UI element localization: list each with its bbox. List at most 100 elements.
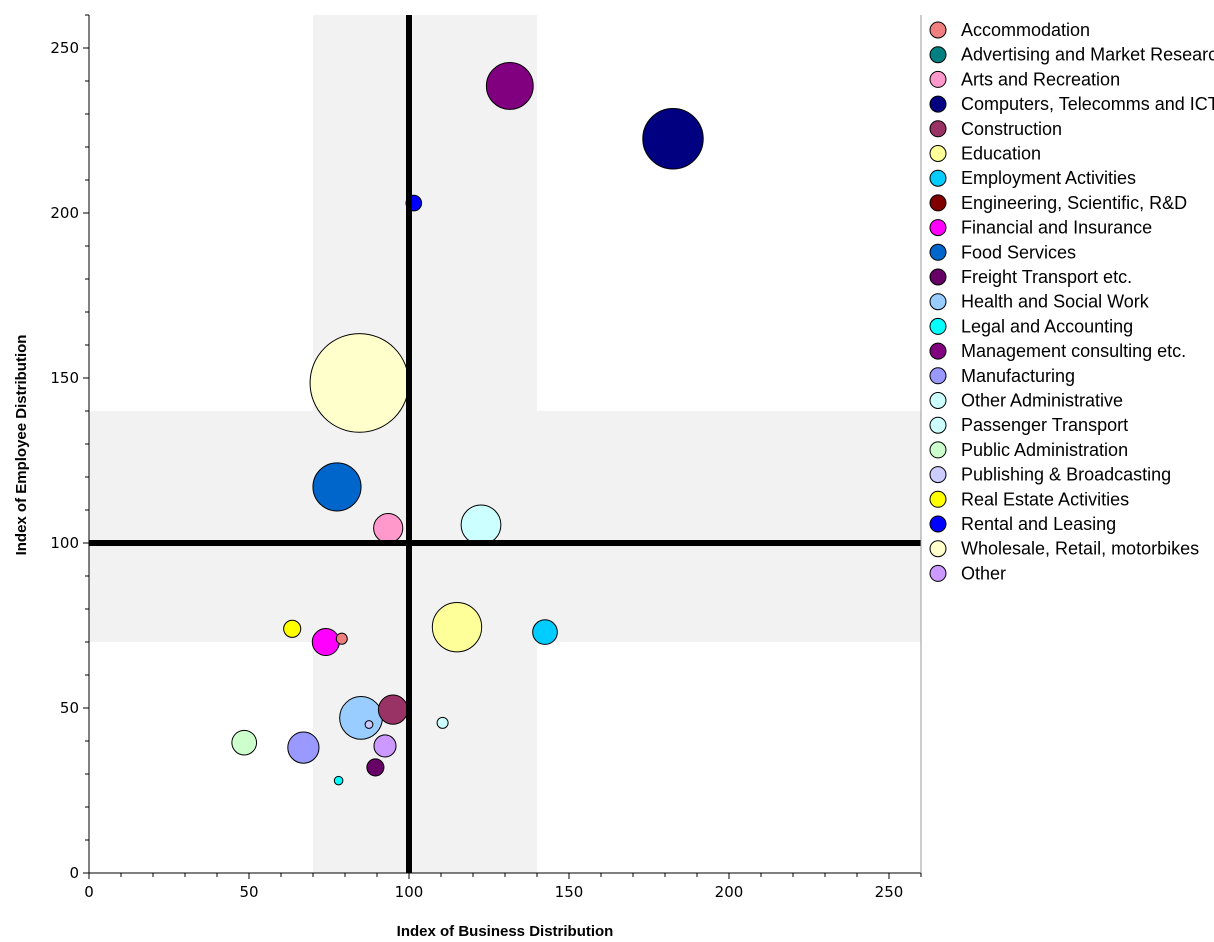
legend-label: Public Administration xyxy=(961,440,1128,460)
legend-marker xyxy=(929,367,947,385)
legend-label: Freight Transport etc. xyxy=(961,267,1132,287)
bubble: Other xyxy=(373,734,397,758)
bubble: Public Administration xyxy=(231,729,258,756)
bubble: Computers, Telecomms and ICT xyxy=(642,108,704,170)
legend-item: Wholesale, Retail, motorbikes xyxy=(929,539,1199,559)
legend-marker xyxy=(929,46,947,64)
axes xyxy=(88,15,922,874)
legend-marker xyxy=(929,342,947,360)
legend-marker xyxy=(929,169,947,187)
legend-marker xyxy=(929,416,947,434)
legend-label: Wholesale, Retail, motorbikes xyxy=(961,539,1199,559)
x-tick-label: 50 xyxy=(239,883,258,901)
legend-item: Publishing & Broadcasting xyxy=(929,465,1171,485)
y-axis-title: Index of Employee Distribution xyxy=(13,335,30,556)
legend-item: Other Administrative xyxy=(929,391,1123,411)
legend-marker xyxy=(929,490,947,508)
legend-marker xyxy=(929,466,947,484)
legend-marker xyxy=(929,120,947,138)
legend-label: Passenger Transport xyxy=(961,415,1128,435)
legend-marker xyxy=(929,243,947,261)
legend-label: Manufacturing xyxy=(961,366,1075,386)
axis-ticks: 0 50 100 150 200 250 0 50 100 150 200 250 xyxy=(50,14,922,901)
bubble: Accommodation xyxy=(335,632,348,645)
legend-label: Construction xyxy=(961,119,1062,139)
legend-label: Management consulting etc. xyxy=(961,341,1186,361)
y-tick-label: 250 xyxy=(50,39,79,57)
y-tick-label: 50 xyxy=(60,699,79,717)
legend-label: Education xyxy=(961,144,1041,164)
x-tick-label: 250 xyxy=(875,883,904,901)
legend-label: Financial and Insurance xyxy=(961,218,1152,238)
y-tick-label: 150 xyxy=(50,369,79,387)
legend-marker xyxy=(929,317,947,335)
y-tick-label: 0 xyxy=(69,864,79,882)
legend-marker xyxy=(929,70,947,88)
bubble: Education xyxy=(431,601,483,653)
legend-marker xyxy=(929,540,947,558)
bubble: Financial and Insurance xyxy=(311,627,340,657)
bubble: Arts and Recreation xyxy=(373,513,404,544)
reference-lines xyxy=(89,15,921,873)
legend-label: Other xyxy=(961,563,1006,583)
legend-marker xyxy=(929,564,947,582)
legend-label: Rental and Leasing xyxy=(961,514,1116,534)
legend-item: Education xyxy=(929,144,1041,164)
legend-label: Engineering, Scientific, R&D xyxy=(961,193,1187,213)
x-axis-title: Index of Business Distribution xyxy=(397,923,614,940)
legend-item: Legal and Accounting xyxy=(929,316,1133,336)
legend-marker xyxy=(929,194,947,212)
legend-marker xyxy=(929,515,947,533)
horizontal-band xyxy=(89,411,921,642)
y-tick-label: 200 xyxy=(50,204,79,222)
legend-item: Manufacturing xyxy=(929,366,1075,386)
legend-item: Employment Activities xyxy=(929,168,1136,188)
legend-item: Advertising and Market Research xyxy=(929,45,1214,65)
legend-item: Health and Social Work xyxy=(929,292,1150,312)
bubble: Manufacturing xyxy=(287,731,320,764)
legend-item: Food Services xyxy=(929,242,1076,262)
legend-item: Construction xyxy=(929,119,1062,139)
legend-label: Health and Social Work xyxy=(961,292,1150,312)
legend-label: Arts and Recreation xyxy=(961,69,1120,89)
legend-item: Engineering, Scientific, R&D xyxy=(929,193,1187,213)
legend-item: Freight Transport etc. xyxy=(929,267,1132,287)
legend-label: Advertising and Market Research xyxy=(961,45,1214,65)
legend-item: Rental and Leasing xyxy=(929,514,1116,534)
legend-marker xyxy=(929,145,947,162)
shaded-bands xyxy=(89,15,921,873)
legend-label: Food Services xyxy=(961,242,1076,262)
bubble: Management consulting etc. xyxy=(485,62,534,110)
bubbles: Wholesale, Retail, motorbikes Computers, … xyxy=(231,62,704,786)
legend-marker xyxy=(929,21,947,39)
legend-label: Other Administrative xyxy=(961,391,1123,411)
bubble: Employment Activities xyxy=(532,619,558,645)
bubble: Real Estate Activities xyxy=(283,619,302,638)
legend-item: Passenger Transport xyxy=(929,415,1128,435)
x-tick-label: 100 xyxy=(395,883,424,901)
legend-marker xyxy=(929,293,947,311)
legend-label: Employment Activities xyxy=(961,168,1136,188)
y-tick-label: 100 xyxy=(50,534,79,552)
legend-marker xyxy=(929,441,947,459)
bubble: Wholesale, Retail, motorbikes xyxy=(309,333,410,433)
legend-item: Real Estate Activities xyxy=(929,489,1129,509)
legend-label: Accommodation xyxy=(961,20,1090,40)
x-tick-label: 200 xyxy=(715,883,744,901)
bubble: Health and Social Work xyxy=(339,696,383,740)
legend-item: Management consulting etc. xyxy=(929,341,1186,361)
bubble: Publishing & Broadcasting xyxy=(364,720,374,729)
legend-item: Financial and Insurance xyxy=(929,218,1152,238)
legend-item: Accommodation xyxy=(929,20,1090,40)
legend-label: Publishing & Broadcasting xyxy=(961,465,1171,485)
legend-label: Legal and Accounting xyxy=(961,316,1133,336)
bubble: Freight Transport etc. xyxy=(366,758,385,777)
x-tick-label: 150 xyxy=(555,883,584,901)
bubble: Other Administrative xyxy=(460,504,502,546)
legend-item: Public Administration xyxy=(929,440,1128,460)
legend-marker xyxy=(929,392,947,409)
legend: Accommodation Advertising and Market Rese… xyxy=(929,20,1214,583)
legend-marker xyxy=(929,95,947,113)
x-tick-label: 0 xyxy=(84,883,94,901)
